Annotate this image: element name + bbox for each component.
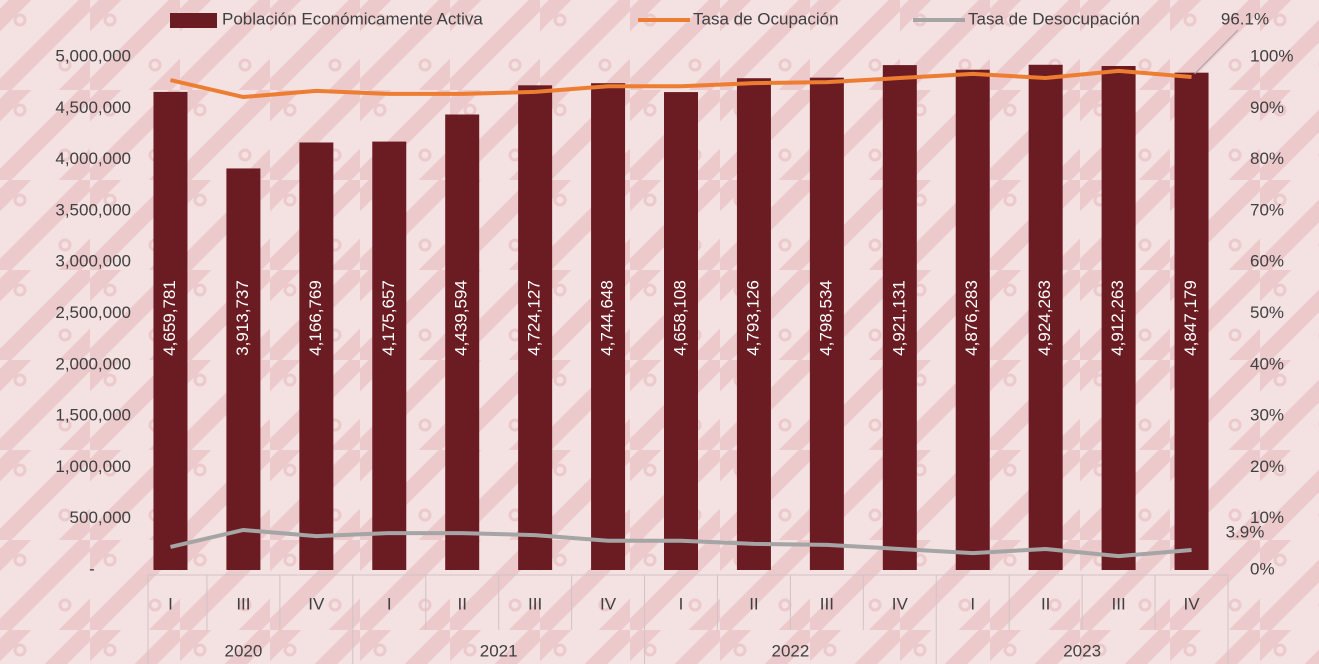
bar (1028, 64, 1063, 570)
x-tick-label: II (1041, 594, 1050, 613)
bar (299, 142, 334, 570)
line (170, 527, 1192, 559)
x-tick-label: I (168, 594, 173, 613)
bar (809, 77, 844, 570)
y-tick-label: 1,500,000 (55, 406, 131, 425)
y2-tick-label: 50% (1250, 303, 1284, 322)
bar-value-label: 4,439,594 (452, 280, 471, 356)
x-tick-label: III (1112, 594, 1126, 613)
y-tick-label: 4,000,000 (55, 149, 131, 168)
bar (591, 83, 626, 571)
y-tick-label: 3,500,000 (55, 200, 131, 219)
bar-value-label: 4,744,648 (598, 280, 617, 356)
y-tick-label: - (89, 559, 95, 578)
legend-label: Tasa de Ocupación (693, 9, 839, 28)
bar-value-label: 4,921,131 (889, 280, 908, 356)
y2-tick-label: 30% (1250, 406, 1284, 425)
legend-label: Población Económicamente Activa (222, 9, 483, 28)
y-tick-label: 2,500,000 (55, 303, 131, 322)
bar (955, 69, 990, 571)
bar-value-label: 4,724,127 (525, 280, 544, 356)
bar-value-label: 4,876,283 (962, 280, 981, 356)
y-tick-label: 2,000,000 (55, 354, 131, 373)
legend-label: Tasa de Desocupación (968, 9, 1140, 28)
y-tick-label: 5,000,000 (55, 46, 131, 65)
x-tick-label: IV (1184, 594, 1201, 613)
leader-line (1194, 29, 1239, 75)
bar-value-label: 4,659,781 (160, 280, 179, 356)
bar-value-label: 4,924,263 (1035, 280, 1054, 356)
x-tick-label: IV (892, 594, 909, 613)
group-label: 2022 (771, 641, 809, 660)
y2-tick-label: 60% (1250, 252, 1284, 271)
line-value-label: 96.1% (1221, 9, 1269, 28)
bar (518, 85, 553, 571)
bar-value-label: 4,166,769 (306, 280, 325, 356)
bar-value-label: 4,912,263 (1108, 280, 1127, 356)
line-value-label: 3.9% (1226, 522, 1265, 541)
x-tick-label: II (749, 594, 758, 613)
y2-tick-label: 100% (1250, 46, 1293, 65)
y-tick-label: 3,000,000 (55, 252, 131, 271)
bar (1174, 72, 1209, 570)
bar-value-label: 4,658,108 (670, 280, 689, 356)
y2-tick-label: 0% (1250, 559, 1275, 578)
y-tick-label: 1,000,000 (55, 457, 131, 476)
bar-value-label: 4,175,657 (379, 280, 398, 356)
group-label: 2023 (1063, 641, 1101, 660)
y2-tick-label: 90% (1250, 98, 1284, 117)
y2-tick-label: 10% (1250, 508, 1284, 527)
bar (445, 114, 480, 571)
bar (153, 91, 188, 571)
y-tick-label: 4,500,000 (55, 98, 131, 117)
bar (664, 92, 698, 570)
x-tick-label: III (820, 594, 834, 613)
x-tick-label: III (528, 594, 542, 613)
x-tick-label: I (387, 594, 392, 613)
y2-tick-label: 70% (1250, 200, 1284, 219)
bar-value-label: 4,798,534 (816, 280, 835, 356)
bar (372, 141, 407, 571)
x-tick-label: I (679, 594, 684, 613)
bar-value-label: 4,847,179 (1181, 280, 1200, 356)
bar (882, 65, 917, 571)
group-label: 2021 (480, 641, 518, 660)
y2-tick-label: 40% (1250, 354, 1284, 373)
x-tick-label: IV (600, 594, 617, 613)
y2-tick-label: 20% (1250, 457, 1284, 476)
group-label: 2020 (224, 641, 262, 660)
bar (1101, 66, 1136, 570)
x-tick-label: I (970, 594, 975, 613)
y2-tick-label: 80% (1250, 149, 1284, 168)
line (170, 68, 1192, 100)
legend-swatch (170, 13, 217, 28)
bar (736, 78, 771, 570)
bar (226, 168, 261, 571)
bar-value-label: 4,793,126 (743, 280, 762, 356)
x-tick-label: III (236, 594, 250, 613)
y-tick-label: 500,000 (70, 508, 131, 527)
x-tick-label: IV (308, 594, 325, 613)
x-tick-label: II (457, 594, 466, 613)
bar-value-label: 3,913,737 (233, 280, 252, 356)
